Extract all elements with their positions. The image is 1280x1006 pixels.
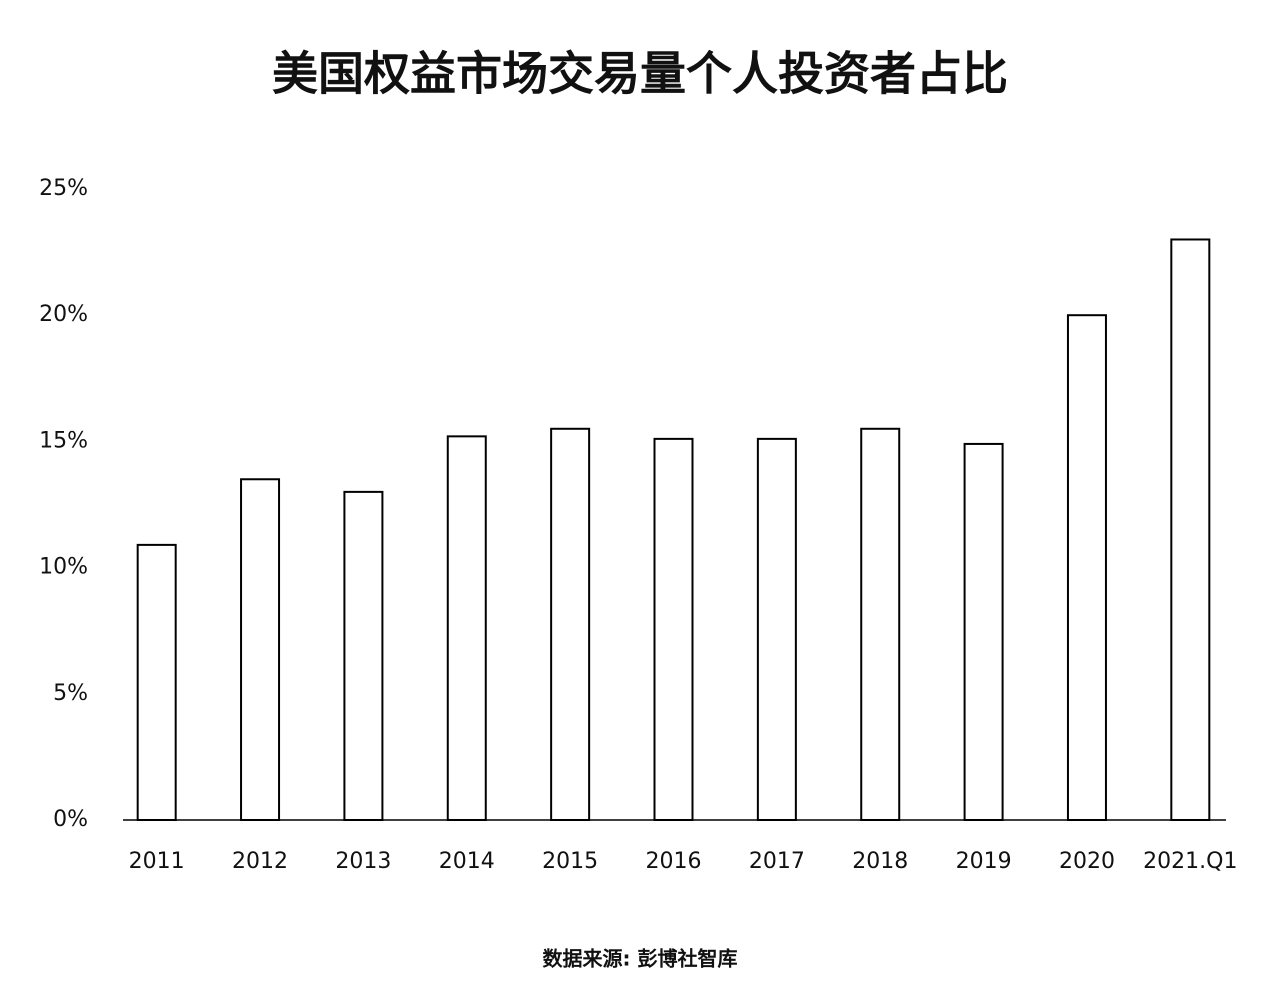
bar xyxy=(446,435,487,821)
bar xyxy=(963,442,1004,821)
chart-title: 美国权益市场交易量个人投资者占比 xyxy=(272,47,1008,101)
bar xyxy=(653,437,694,821)
bar xyxy=(240,478,281,821)
bar xyxy=(1170,238,1211,822)
x-tick-label: 2017 xyxy=(749,849,805,874)
x-tick-label: 2015 xyxy=(542,849,598,874)
source-note: 数据来源: 彭博社智库 xyxy=(543,947,738,971)
bar xyxy=(756,437,797,821)
bar xyxy=(860,427,901,821)
x-tick-label: 2018 xyxy=(852,849,908,874)
x-tick-label: 2016 xyxy=(646,849,702,874)
bar xyxy=(343,490,384,821)
x-tick-label: 2020 xyxy=(1059,849,1115,874)
y-tick-label: 10% xyxy=(39,555,88,580)
x-tick-label: 2019 xyxy=(956,849,1012,874)
y-tick-label: 5% xyxy=(53,681,88,706)
bar xyxy=(550,427,591,821)
x-tick-label: 2012 xyxy=(232,849,288,874)
y-tick-label: 25% xyxy=(39,176,88,201)
x-tick-label: 2014 xyxy=(439,849,495,874)
bar xyxy=(136,543,177,821)
y-tick-label: 20% xyxy=(39,302,88,327)
y-tick-label: 15% xyxy=(39,428,88,453)
x-tick-label: 2021.Q1 xyxy=(1143,849,1237,874)
y-tick-label: 0% xyxy=(53,807,88,832)
bar xyxy=(1066,314,1107,821)
x-tick-label: 2011 xyxy=(129,849,185,874)
x-tick-label: 2013 xyxy=(335,849,391,874)
